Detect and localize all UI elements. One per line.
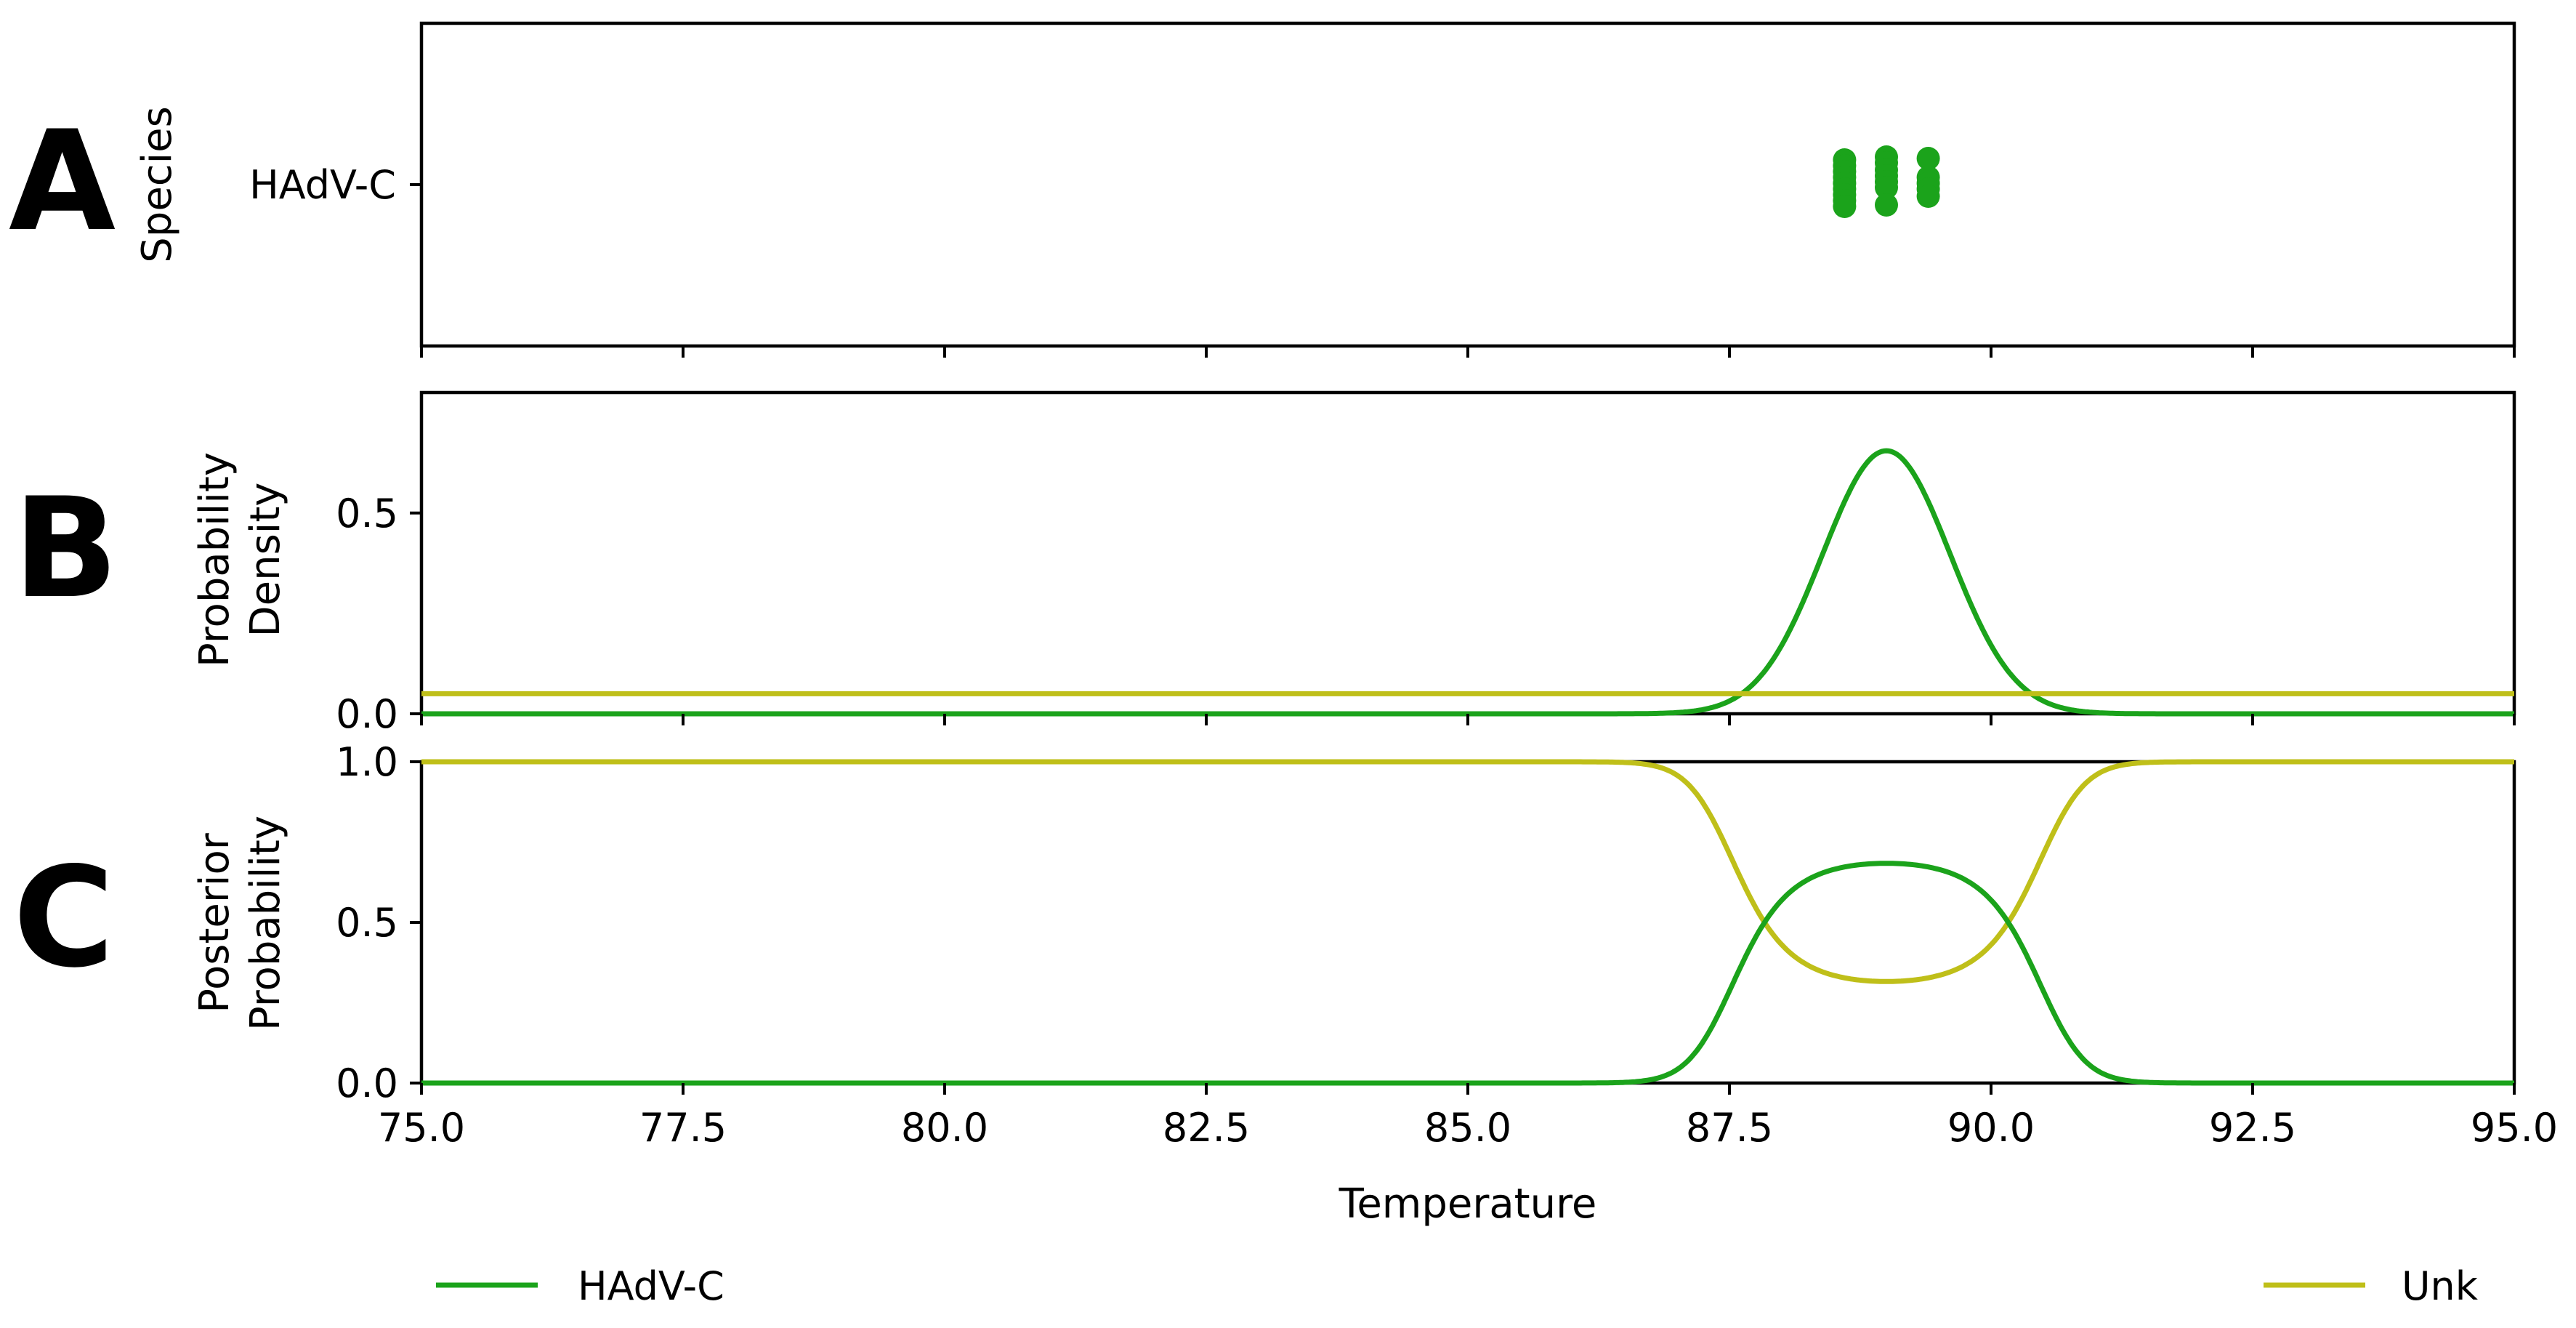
panel-b-xticks	[420, 714, 2516, 725]
panel-c-xtick-label-5: 87.5	[1686, 1105, 1773, 1151]
panel-a-xticks	[420, 346, 2516, 358]
panel-c-lines	[421, 759, 2514, 1086]
panel-c-xtick-label-7: 92.5	[2209, 1105, 2296, 1151]
panel-a-point-15	[1875, 193, 1898, 217]
panel-c-line-unk	[421, 759, 2514, 984]
panel-a-point-8	[1833, 195, 1857, 218]
panel-c-xtick-label-3: 82.5	[1163, 1105, 1250, 1151]
panel-a-points	[1833, 145, 1940, 218]
panel-c-yticks: 0.0 0.5 1.0	[336, 739, 421, 1106]
panel-c-xtick-label-8: 95.0	[2471, 1105, 2558, 1151]
legend: HAdV-C Unk	[436, 1263, 2479, 1309]
panel-b-ylabel-line1: Probability	[191, 452, 238, 667]
panel-c-xtick-label-0: 75.0	[378, 1105, 465, 1151]
panel-c-xtick-label-1: 77.5	[639, 1105, 727, 1151]
legend-label-unk: Unk	[2402, 1263, 2479, 1309]
panel-a-ytick-label: HAdV-C	[249, 162, 396, 208]
panel-c-xtick-label-6: 90.0	[1947, 1105, 2035, 1151]
panel-c-ytick-label-0: 0.0	[336, 1061, 398, 1106]
panel-c-frame	[419, 760, 2516, 1085]
panel-b-ytick-label-0: 0.0	[336, 691, 398, 737]
panel-a-ytick: HAdV-C	[249, 162, 421, 208]
panel-c-xtick-label-2: 80.0	[901, 1105, 988, 1151]
panel-c-ytick-label-2: 1.0	[336, 739, 398, 785]
panel-label-a: A	[9, 101, 116, 262]
panel-label-b: B	[13, 468, 118, 629]
panel-a-point-14	[1875, 176, 1898, 199]
panel-b-ylabel-line2: Density	[242, 483, 289, 637]
panel-c-posterior: 0.0 0.5 1.0 75.0 77.5 80.0 82.5 85.0 87.5 90.0 92…	[191, 739, 2558, 1228]
panel-label-c: C	[13, 837, 114, 998]
panel-c-line-hadv-c	[421, 861, 2514, 1086]
panel-c-ytick-label-1: 0.5	[336, 900, 398, 946]
x-axis-label: Temperature	[1339, 1180, 1597, 1228]
panel-b-ytick-label-1: 0.5	[336, 491, 398, 536]
panel-b-density: 0.0 0.5 Probability Density	[191, 390, 2516, 737]
panel-a-point-20	[1916, 185, 1940, 208]
panel-a-frame	[419, 21, 2516, 348]
panel-c-ylabel-line1: Posterior	[191, 832, 238, 1013]
panel-a-ylabel: Species	[134, 106, 181, 263]
panel-b-line-hadv-c	[421, 448, 2514, 717]
panel-c-xtick-label-4: 85.0	[1424, 1105, 1511, 1151]
panel-c-xticks: 75.0 77.5 80.0 82.5 85.0 87.5 90.0 92.5 95.0	[378, 1083, 2558, 1151]
panel-a-point-16	[1916, 147, 1940, 170]
panel-a-species-scatter: HAdV-C Species	[134, 21, 2516, 358]
panel-b-yticks: 0.0 0.5	[336, 491, 421, 737]
panel-c-ylabel-line2: Probability	[242, 816, 289, 1031]
panel-b-lines	[421, 448, 2514, 717]
panel-b-frame	[419, 390, 2516, 716]
legend-label-hadv-c: HAdV-C	[578, 1263, 724, 1309]
